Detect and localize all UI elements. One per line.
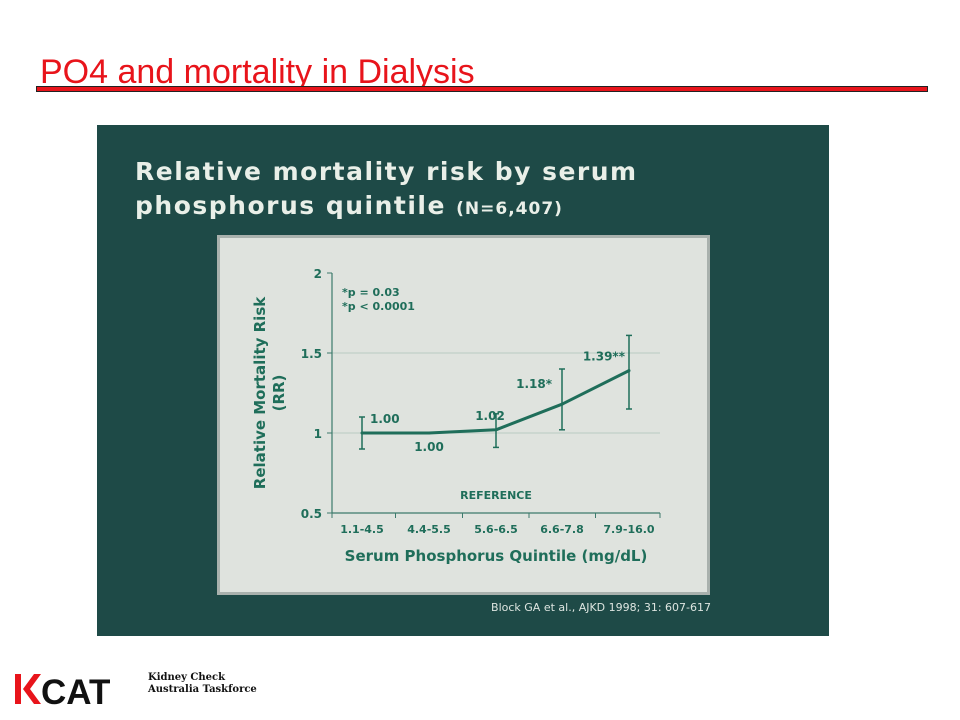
y-tick-label-0.5: 0.5 (301, 507, 322, 521)
data-point-0 (360, 431, 364, 435)
panel-title-line2: phosphorus quintile (135, 191, 446, 220)
data-point-3 (560, 402, 564, 406)
kcat-logo: CAT Kidney Check Australia Taskforce (14, 670, 274, 710)
x-tick-label-7.9-16.0: 7.9-16.0 (603, 523, 655, 536)
y-tick-label-1.5: 1.5 (301, 347, 322, 361)
sample-size: (N=6,407) (456, 199, 563, 219)
data-label-0: 1.00 (370, 412, 400, 426)
line-chart: 0.5 1 1.5 2 1.1-4.5 4.4-5.5 5.6-6.5 6.6-7.8 7.9-… (251, 267, 661, 565)
y-tick-label-1: 1 (314, 427, 322, 441)
panel-title: Relative mortality risk by serum phospho… (135, 155, 638, 226)
title-underline (36, 86, 928, 92)
logo-line1: Kidney Check (148, 672, 226, 683)
logo-wordmark: CAT (41, 673, 110, 710)
y-tick-label-2: 2 (314, 267, 322, 281)
reference-label: REFERENCE (460, 489, 532, 502)
annotation-1: *p = 0.03 (342, 286, 400, 299)
x-axis-title: Serum Phosphorus Quintile (mg/dL) (345, 547, 648, 565)
x-tick-label-6.6-7.8: 6.6-7.8 (540, 523, 584, 536)
panel-title-line1: Relative mortality risk by serum (135, 157, 638, 186)
x-tick-label-4.4-5.5: 4.4-5.5 (407, 523, 451, 536)
y-axis-title-unit: (RR) (270, 375, 288, 412)
data-point-4 (627, 369, 631, 373)
logo-line2: Australia Taskforce (148, 684, 257, 695)
data-label-2: 1.02 (475, 409, 505, 423)
chart-frame: 0.5 1 1.5 2 1.1-4.5 4.4-5.5 5.6-6.5 6.6-7.8 7.9-… (217, 235, 710, 595)
logo-caption: Kidney Check Australia Taskforce (148, 672, 257, 696)
data-point-2 (494, 428, 498, 432)
slide-title: PO4 and mortality in Dialysis (40, 53, 475, 91)
data-label-1: 1.00 (414, 440, 444, 454)
citation: Block GA et al., AJKD 1998; 31: 607-617 (491, 601, 711, 614)
data-point-1 (427, 431, 431, 435)
y-axis-title: Relative Mortality Risk (251, 296, 269, 489)
kcat-logo-mark: CAT (15, 673, 110, 710)
annotation-2: *p < 0.0001 (342, 300, 415, 313)
x-tick-label-1.1-4.5: 1.1-4.5 (340, 523, 384, 536)
x-tick-label-5.6-6.5: 5.6-6.5 (474, 523, 518, 536)
chart-panel: Relative mortality risk by serum phospho… (97, 125, 829, 636)
data-label-4: 1.39** (583, 350, 626, 364)
data-label-3: 1.18* (516, 377, 553, 391)
